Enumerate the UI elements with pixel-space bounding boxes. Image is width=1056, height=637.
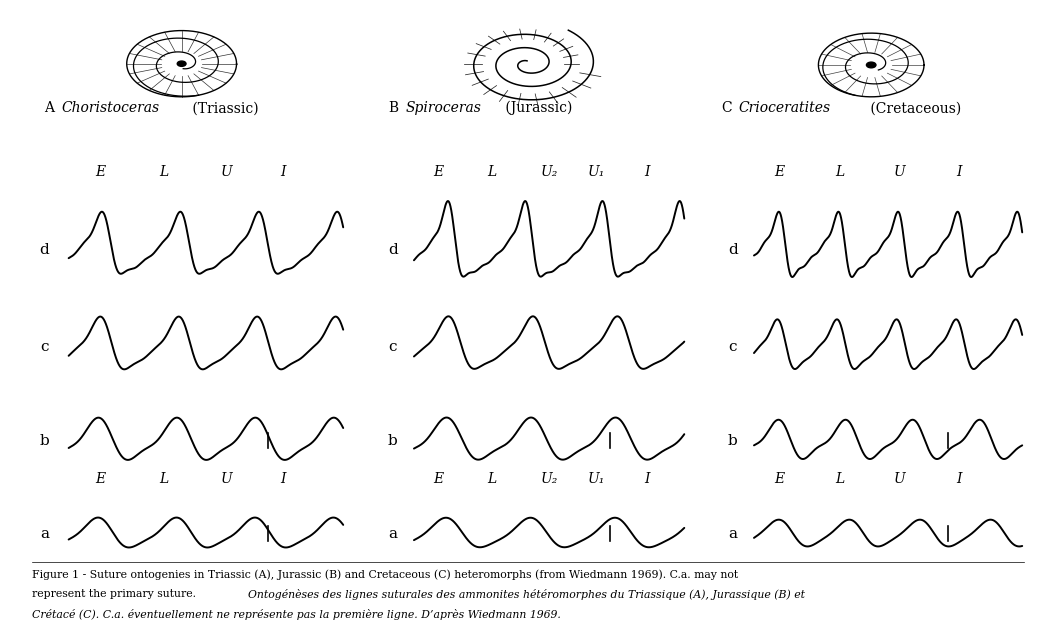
Text: Spiroceras: Spiroceras <box>406 101 482 115</box>
Text: L: L <box>159 472 168 486</box>
Text: I: I <box>956 472 962 486</box>
Text: I: I <box>644 165 650 179</box>
Text: b: b <box>39 434 50 448</box>
Text: d: d <box>388 243 398 257</box>
Text: b: b <box>728 434 738 448</box>
Text: L: L <box>488 472 496 486</box>
Text: (Jurassic): (Jurassic) <box>501 101 572 115</box>
Text: L: L <box>159 165 168 179</box>
Text: c: c <box>729 340 737 354</box>
Text: Ontogénèses des lignes suturales des ammonites hétéromorphes du Triassique (A), : Ontogénèses des lignes suturales des amm… <box>248 589 805 600</box>
Text: I: I <box>644 472 650 486</box>
Text: Crétacé (C). C.a. éventuellement ne représente pas la première ligne. D’après Wi: Crétacé (C). C.a. éventuellement ne repr… <box>32 608 561 620</box>
Text: b: b <box>388 434 398 448</box>
Text: d: d <box>39 243 50 257</box>
Text: U₁: U₁ <box>588 165 605 179</box>
Text: E: E <box>774 472 785 486</box>
Text: a: a <box>389 527 397 541</box>
Circle shape <box>177 61 186 66</box>
Text: L: L <box>835 165 844 179</box>
Text: (Triassic): (Triassic) <box>188 101 259 115</box>
Text: A: A <box>44 101 54 115</box>
Text: C: C <box>721 101 732 115</box>
Text: U: U <box>221 472 233 486</box>
Text: I: I <box>280 472 286 486</box>
Text: B: B <box>389 101 399 115</box>
Text: E: E <box>433 472 444 486</box>
Text: L: L <box>835 472 844 486</box>
Text: U₂: U₂ <box>541 472 558 486</box>
Text: Choristoceras: Choristoceras <box>61 101 159 115</box>
Text: Crioceratites: Crioceratites <box>738 101 830 115</box>
Text: U₁: U₁ <box>588 472 605 486</box>
Text: E: E <box>774 165 785 179</box>
Text: L: L <box>488 165 496 179</box>
Text: d: d <box>728 243 738 257</box>
Text: c: c <box>389 340 397 354</box>
Text: U: U <box>893 472 906 486</box>
Text: E: E <box>433 165 444 179</box>
Text: I: I <box>280 165 286 179</box>
Circle shape <box>866 62 875 68</box>
Text: I: I <box>956 165 962 179</box>
Text: (Cretaceous): (Cretaceous) <box>866 101 961 115</box>
Text: a: a <box>40 527 49 541</box>
Text: U₂: U₂ <box>541 165 558 179</box>
Text: U: U <box>893 165 906 179</box>
Text: E: E <box>95 472 106 486</box>
Text: E: E <box>95 165 106 179</box>
Text: c: c <box>40 340 49 354</box>
Text: U: U <box>221 165 233 179</box>
Text: a: a <box>729 527 737 541</box>
Text: Figure 1 - Suture ontogenies in Triassic (A), Jurassic (B) and Cretaceous (C) he: Figure 1 - Suture ontogenies in Triassic… <box>32 569 738 580</box>
Text: represent the primary suture.: represent the primary suture. <box>32 589 200 599</box>
